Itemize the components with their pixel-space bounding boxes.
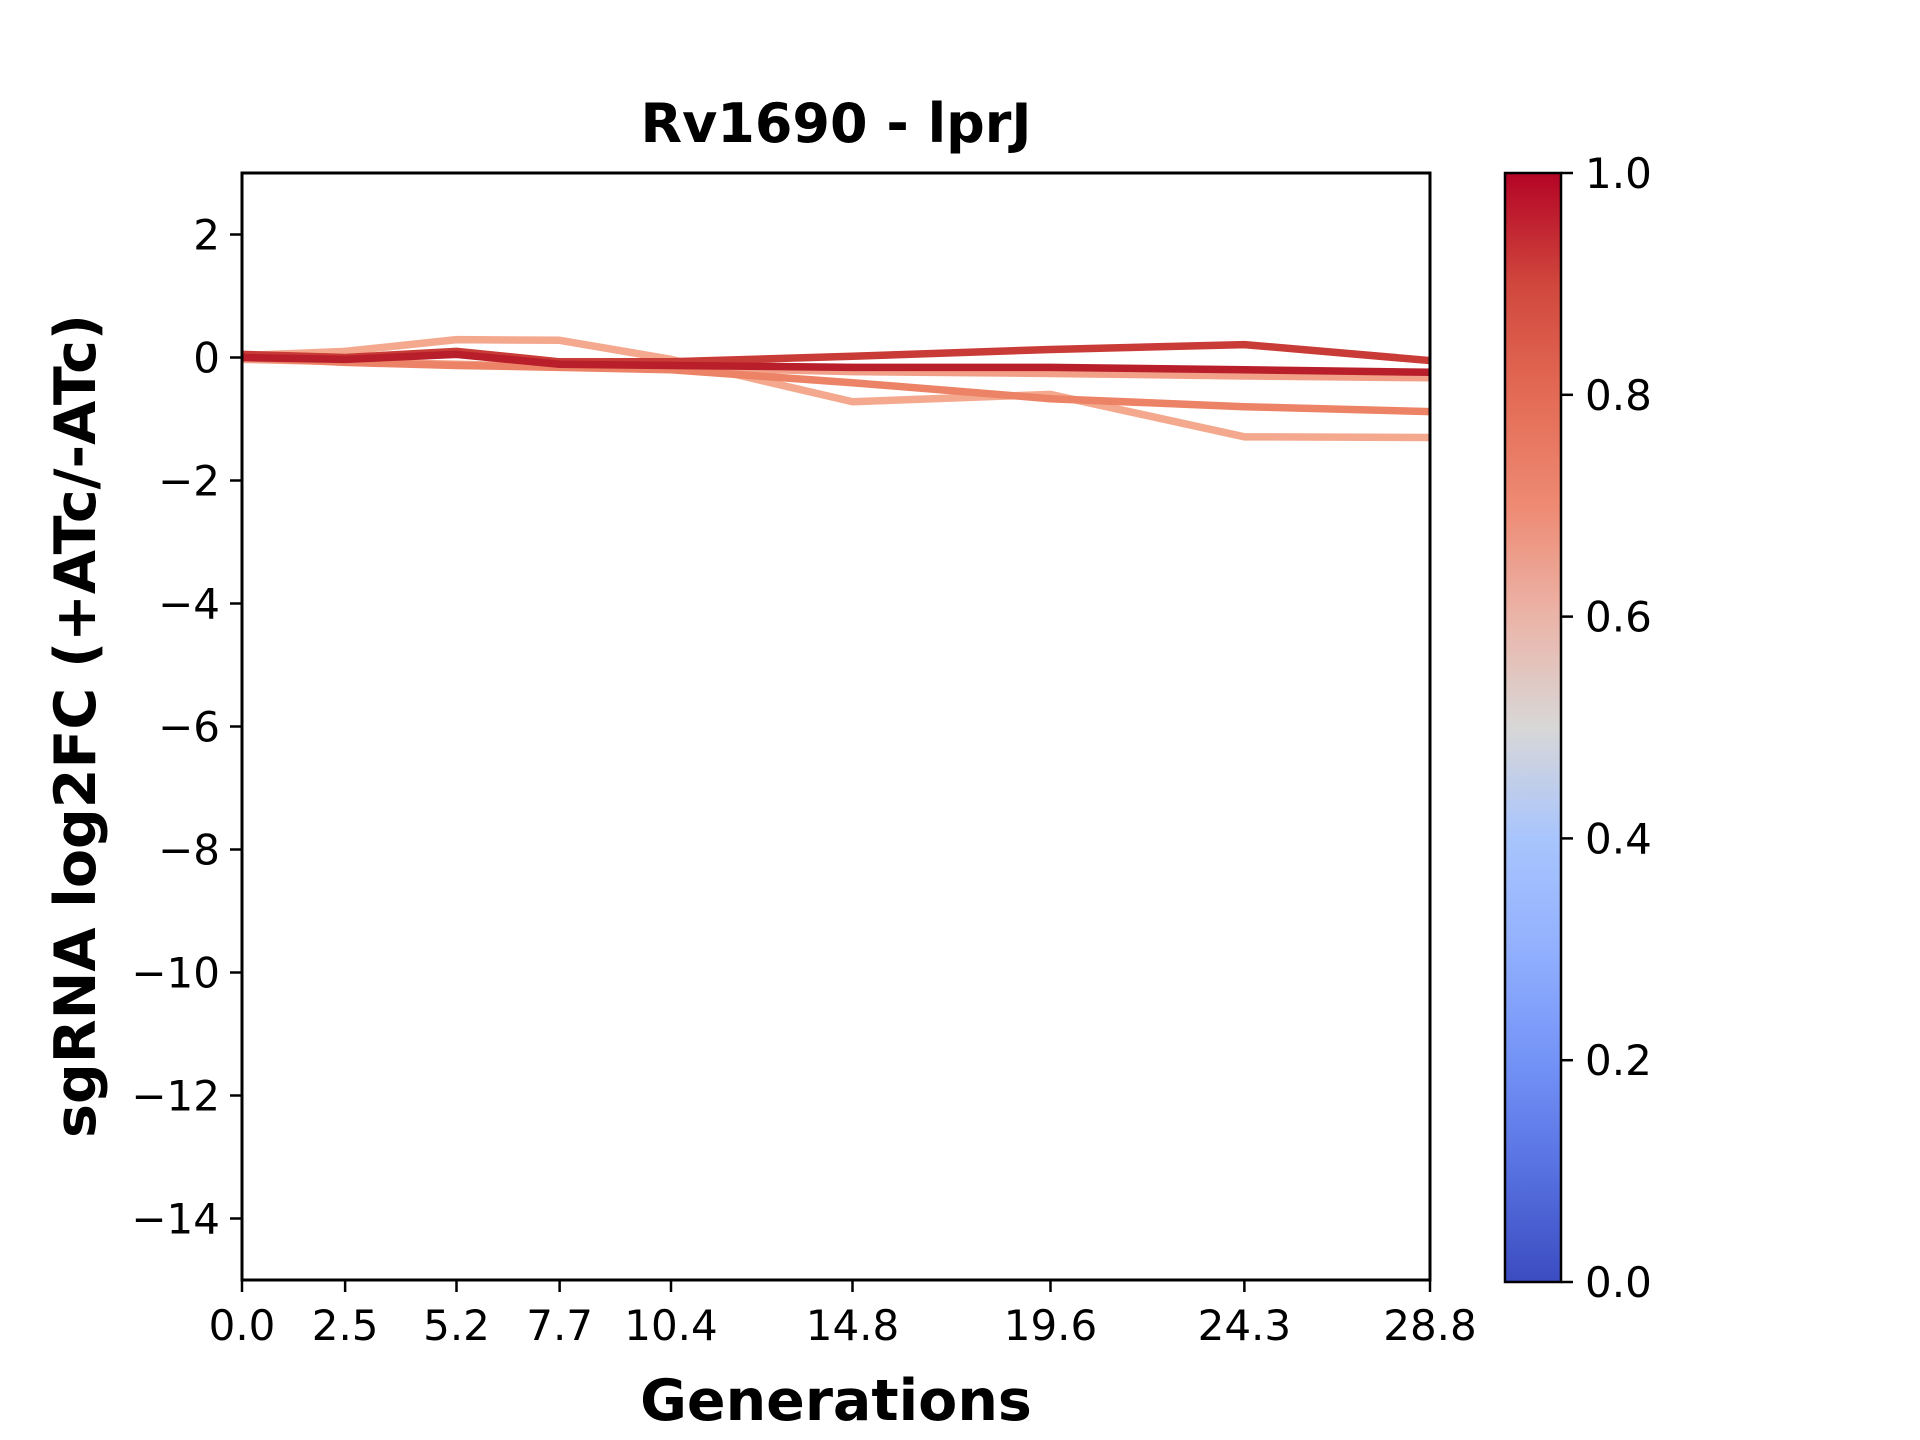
series-line-5: [241, 350, 1431, 377]
y-tick-label: −14: [131, 1195, 220, 1244]
colorbar-bar: [1505, 173, 1561, 1282]
x-tick-label: 2.5: [312, 1301, 379, 1350]
colorbar: 1.0 0.8 0.6 0.4 0.2 0.0: [1503, 149, 1652, 1307]
x-tick-label: 28.8: [1383, 1301, 1477, 1350]
data-lines: [241, 335, 1431, 442]
y-axis: 2 0 −2 −4 −6 −8 −10 −12 −14: [131, 211, 242, 1244]
y-tick-label: 0: [193, 334, 220, 383]
x-axis: 0.0 2.5 5.2 7.7 10.4 14.8 19.6 24.3 28.8: [209, 1280, 1477, 1350]
y-tick-label: −10: [131, 949, 220, 998]
y-tick-label: −12: [131, 1072, 220, 1121]
colorbar-tick-label: 0.0: [1585, 1258, 1652, 1307]
x-tick-label: 7.7: [526, 1301, 593, 1350]
x-tick-label: 5.2: [423, 1301, 490, 1350]
plot-area: [242, 173, 1430, 1280]
colorbar-tick-label: 1.0: [1585, 149, 1652, 198]
y-tick-label: 2: [193, 211, 220, 260]
chart-title: Rv1690 - lprJ: [641, 92, 1032, 155]
y-tick-label: −2: [158, 457, 220, 506]
colorbar-tick-label: 0.6: [1585, 593, 1652, 642]
colorbar-tick-label: 0.8: [1585, 371, 1652, 420]
colorbar-tick-label: 0.2: [1585, 1036, 1652, 1085]
x-tick-label: 24.3: [1198, 1301, 1292, 1350]
x-tick-label: 14.8: [806, 1301, 900, 1350]
y-tick-label: −4: [158, 580, 220, 629]
series-line-3: [241, 353, 1431, 416]
x-tick-label: 10.4: [624, 1301, 718, 1350]
x-tick-label: 0.0: [209, 1301, 276, 1350]
colorbar-tick-label: 0.4: [1585, 814, 1652, 863]
colorbar-outline: [1503, 171, 1563, 1284]
x-tick-label: 19.6: [1004, 1301, 1098, 1350]
y-tick-label: −6: [158, 703, 220, 752]
y-tick-label: −8: [158, 826, 220, 875]
x-axis-label: Generations: [640, 1368, 1032, 1434]
y-axis-label: sgRNA log2FC (+ATc/-ATc): [43, 314, 109, 1138]
